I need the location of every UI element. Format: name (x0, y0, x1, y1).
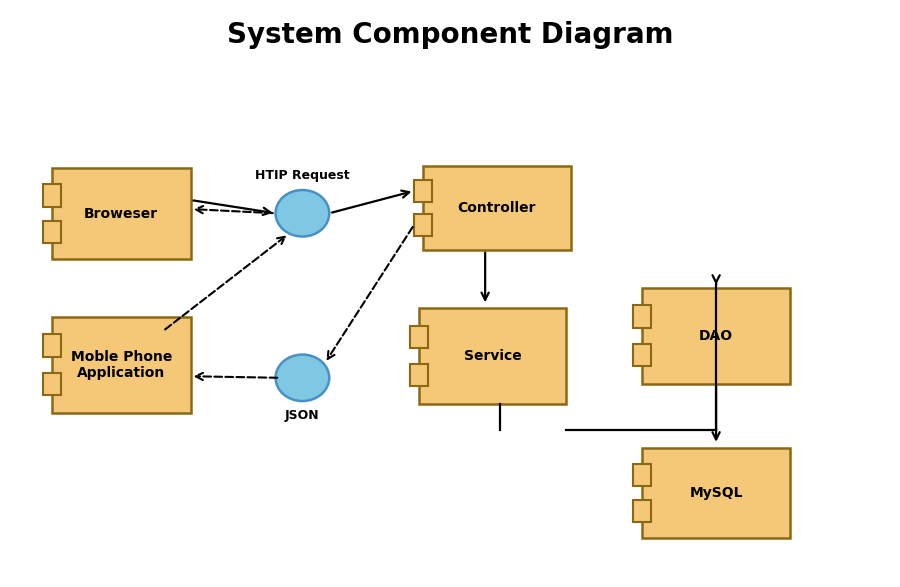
Bar (43, 221, 61, 242)
Bar (634, 500, 652, 522)
Ellipse shape (275, 190, 329, 237)
Bar (52, 168, 191, 259)
Bar (43, 335, 61, 356)
Text: Controller: Controller (458, 201, 536, 215)
Bar (634, 344, 652, 366)
Text: DAO: DAO (699, 329, 734, 343)
Bar (418, 308, 566, 404)
Bar (643, 288, 790, 384)
Text: System Component Diagram: System Component Diagram (227, 21, 673, 49)
Bar (643, 447, 790, 538)
Text: Service: Service (464, 349, 521, 363)
Bar (423, 166, 571, 250)
Bar (634, 305, 652, 328)
Text: MySQL: MySQL (689, 485, 742, 500)
Bar (43, 184, 61, 207)
Text: JSON: JSON (285, 409, 320, 422)
Bar (43, 373, 61, 395)
Bar (414, 214, 432, 235)
Text: Broweser: Broweser (85, 207, 158, 221)
Bar (410, 364, 427, 386)
Bar (414, 180, 432, 202)
Ellipse shape (275, 355, 329, 401)
Bar (410, 326, 427, 348)
Text: HTIP Request: HTIP Request (255, 169, 350, 182)
Bar (52, 317, 191, 413)
Text: Moble Phone
Application: Moble Phone Application (70, 350, 172, 380)
Bar (634, 464, 652, 485)
